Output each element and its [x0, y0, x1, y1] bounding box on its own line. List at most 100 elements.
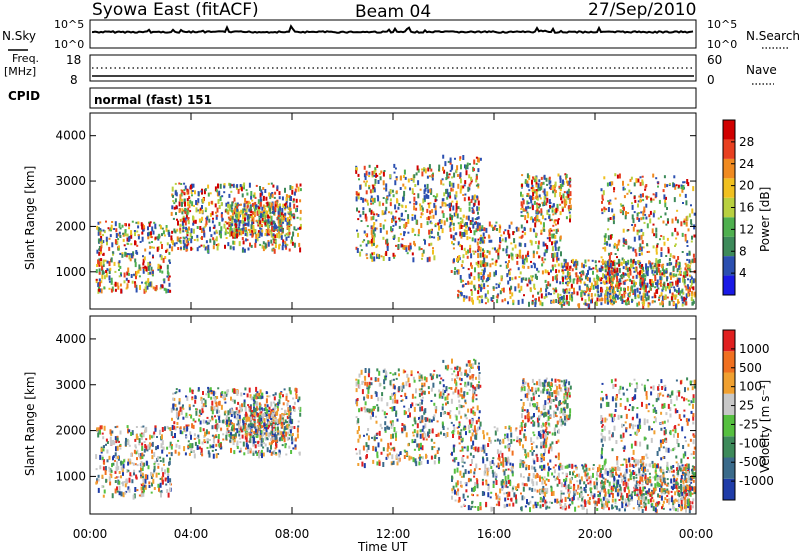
power-cell-46 — [168, 244, 171, 249]
power-cell-3073 — [573, 261, 576, 267]
power-cell-3119 — [606, 288, 609, 292]
power-cell-3452 — [641, 175, 644, 178]
power-cell-3245 — [639, 288, 642, 291]
power-cell-1352 — [393, 163, 396, 168]
power-cell-1120 — [257, 232, 260, 237]
power-cell-2702 — [597, 293, 600, 297]
power-cell-113 — [98, 251, 101, 256]
power-cell-1472 — [429, 188, 432, 193]
power-cell-1380 — [431, 236, 433, 239]
power-cell-72 — [131, 220, 134, 223]
velocity-cell-203 — [152, 472, 155, 475]
power-cell-2346 — [562, 193, 565, 199]
power-cell-1276 — [390, 211, 393, 215]
velocity-cell-1335 — [370, 382, 373, 386]
power-cell-1581 — [413, 205, 416, 211]
velocity-cell-1297 — [418, 372, 421, 376]
power-cell-783 — [225, 237, 228, 239]
velocity-cell-974 — [249, 410, 252, 413]
velocity-cell-1215 — [258, 417, 261, 423]
power-cell-1416 — [362, 197, 365, 203]
power-cell-2209 — [498, 244, 501, 250]
power-cell-2074 — [545, 249, 548, 253]
velocity-cell-2 — [114, 426, 117, 429]
power-cell-2425 — [537, 219, 540, 222]
power-cell-1295 — [411, 188, 414, 191]
power-cell-201 — [165, 288, 168, 294]
power-cell-1720 — [469, 182, 472, 185]
velocity-cell-313 — [124, 483, 127, 488]
power-cell-996 — [284, 208, 287, 211]
power-cell-3340 — [656, 243, 659, 246]
power-cell-3395 — [686, 252, 689, 256]
power-cell-1071 — [279, 206, 282, 212]
power-cell-2125 — [500, 234, 503, 237]
velocity-cell-385 — [290, 450, 293, 454]
power-cell-516 — [215, 211, 217, 214]
velocity-cell-1203 — [249, 433, 252, 436]
power-cell-2896 — [597, 290, 600, 294]
power-cell-2016 — [529, 239, 532, 243]
power-cell-2137 — [465, 225, 468, 229]
velocity-cell-1138 — [239, 426, 242, 431]
velocity-cell-123 — [121, 468, 124, 473]
power-cell-1522 — [394, 254, 396, 257]
velocity-cell-827 — [207, 391, 210, 393]
power-cell-1950 — [521, 254, 524, 259]
power-cell-2836 — [682, 291, 685, 295]
power-cell-1751 — [449, 159, 452, 164]
power-cell-3398 — [641, 264, 644, 267]
power-cell-1573 — [355, 191, 358, 196]
velocity-cell-210 — [162, 446, 165, 451]
velocity-cell-1219 — [403, 405, 406, 408]
power-cell-801 — [245, 238, 248, 242]
power-cell-1894 — [461, 284, 464, 288]
power-cell-2760 — [616, 274, 618, 280]
power-cell-2620 — [604, 275, 607, 279]
power-cell-1826 — [542, 261, 545, 264]
power-cell-1127 — [267, 224, 269, 230]
power-cell-2252 — [487, 290, 489, 295]
power-cell-319 — [127, 236, 130, 242]
velocity-cell-1121 — [260, 411, 263, 414]
power-cell-2525 — [693, 295, 696, 298]
velocity-cell-1059 — [236, 428, 239, 434]
velocity-cell-627 — [243, 399, 246, 404]
power-cell-193 — [162, 278, 165, 281]
power-cell-842 — [186, 201, 189, 207]
power-cell-3222 — [643, 208, 646, 213]
power-cell-1484 — [385, 251, 388, 256]
power-cell-2743 — [629, 270, 632, 276]
velocity-cell-801 — [278, 452, 281, 458]
power-cell-2405 — [548, 199, 551, 204]
velocity-cell-316 — [164, 477, 167, 482]
power-cell-896 — [187, 220, 190, 225]
power-cell-263 — [160, 255, 163, 261]
velocity-cell-85 — [152, 478, 155, 484]
velocity-cell-1201 — [249, 435, 252, 438]
power-cell-3439 — [623, 206, 625, 211]
power-cell-2457 — [540, 208, 543, 214]
power-cell-2258 — [511, 256, 514, 261]
velocity-cell-712 — [248, 387, 251, 393]
power-cell-1788 — [483, 239, 486, 244]
velocity-cell-1080 — [228, 433, 231, 437]
power-cell-2247 — [538, 255, 541, 259]
power-cell-1350 — [368, 208, 371, 213]
power-cell-712 — [173, 206, 176, 210]
power-cell-1957 — [454, 232, 457, 235]
power-cell-2934 — [612, 271, 615, 274]
power-cell-1166 — [236, 233, 238, 239]
power-cell-1900 — [529, 289, 532, 293]
power-cell-226 — [167, 277, 170, 282]
velocity-cell-730 — [215, 436, 218, 438]
power-cell-1686 — [440, 179, 443, 185]
velocity-cell-829 — [183, 446, 186, 452]
power-cell-1926 — [520, 285, 523, 291]
power-cell-1784 — [541, 270, 544, 275]
power-cell-2890 — [668, 284, 671, 290]
power-cell-1515 — [385, 187, 388, 192]
power-cell-1936 — [485, 280, 488, 283]
velocity-cell-1307 — [418, 388, 421, 391]
power-cell-3370 — [633, 236, 636, 242]
